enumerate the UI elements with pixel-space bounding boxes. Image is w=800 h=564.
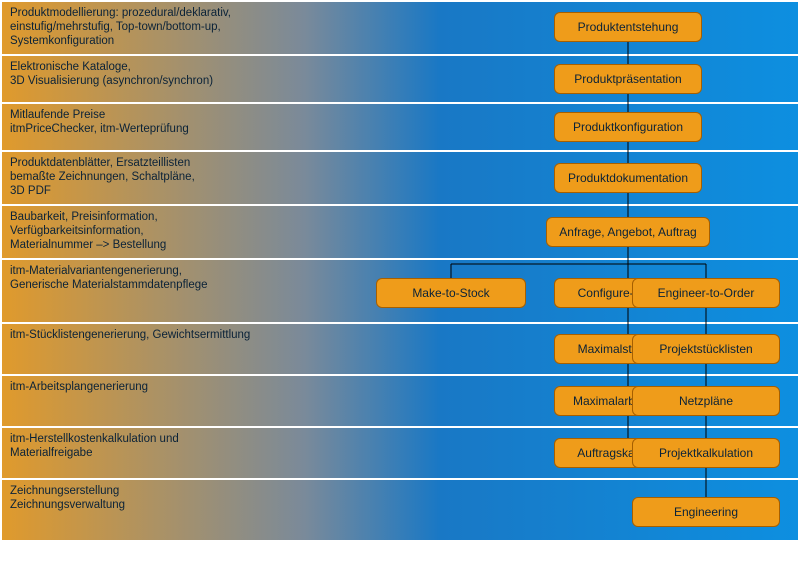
node-n10: Engineering — [632, 497, 780, 527]
row-label-r3: Mitlaufende Preise itmPriceChecker, itm-… — [10, 108, 189, 136]
node-n7b: Projektstücklisten — [632, 334, 780, 364]
node-n2: Produktpräsentation — [554, 64, 702, 94]
row-label-r7: itm-Stücklistengenerierung, Gewichtsermi… — [10, 328, 250, 342]
row-label-r9: itm-Herstellkostenkalkulation und Materi… — [10, 432, 179, 460]
node-n1: Produktentstehung — [554, 12, 702, 42]
row-label-r6: itm-Materialvariantengenerierung, Generi… — [10, 264, 208, 292]
row-label-r8: itm-Arbeitsplangenerierung — [10, 380, 148, 394]
node-n6a: Make-to-Stock — [376, 278, 526, 308]
node-n5: Anfrage, Angebot, Auftrag — [546, 217, 710, 247]
node-n4: Produktdokumentation — [554, 163, 702, 193]
row-label-r4: Produktdatenblätter, Ersatzteillisten be… — [10, 156, 195, 198]
row-label-r10: Zeichnungserstellung Zeichnungsverwaltun… — [10, 484, 125, 512]
node-n3: Produktkonfiguration — [554, 112, 702, 142]
node-n6c: Engineer-to-Order — [632, 278, 780, 308]
row-label-r1: Produktmodellierung: prozedural/deklarat… — [10, 6, 231, 48]
row-label-r5: Baubarkeit, Preisinformation, Verfügbark… — [10, 210, 166, 252]
diagram-stage: Produktmodellierung: prozedural/deklarat… — [0, 0, 800, 564]
node-n9b: Projektkalkulation — [632, 438, 780, 468]
row-label-r2: Elektronische Kataloge, 3D Visualisierun… — [10, 60, 213, 88]
node-n8b: Netzpläne — [632, 386, 780, 416]
